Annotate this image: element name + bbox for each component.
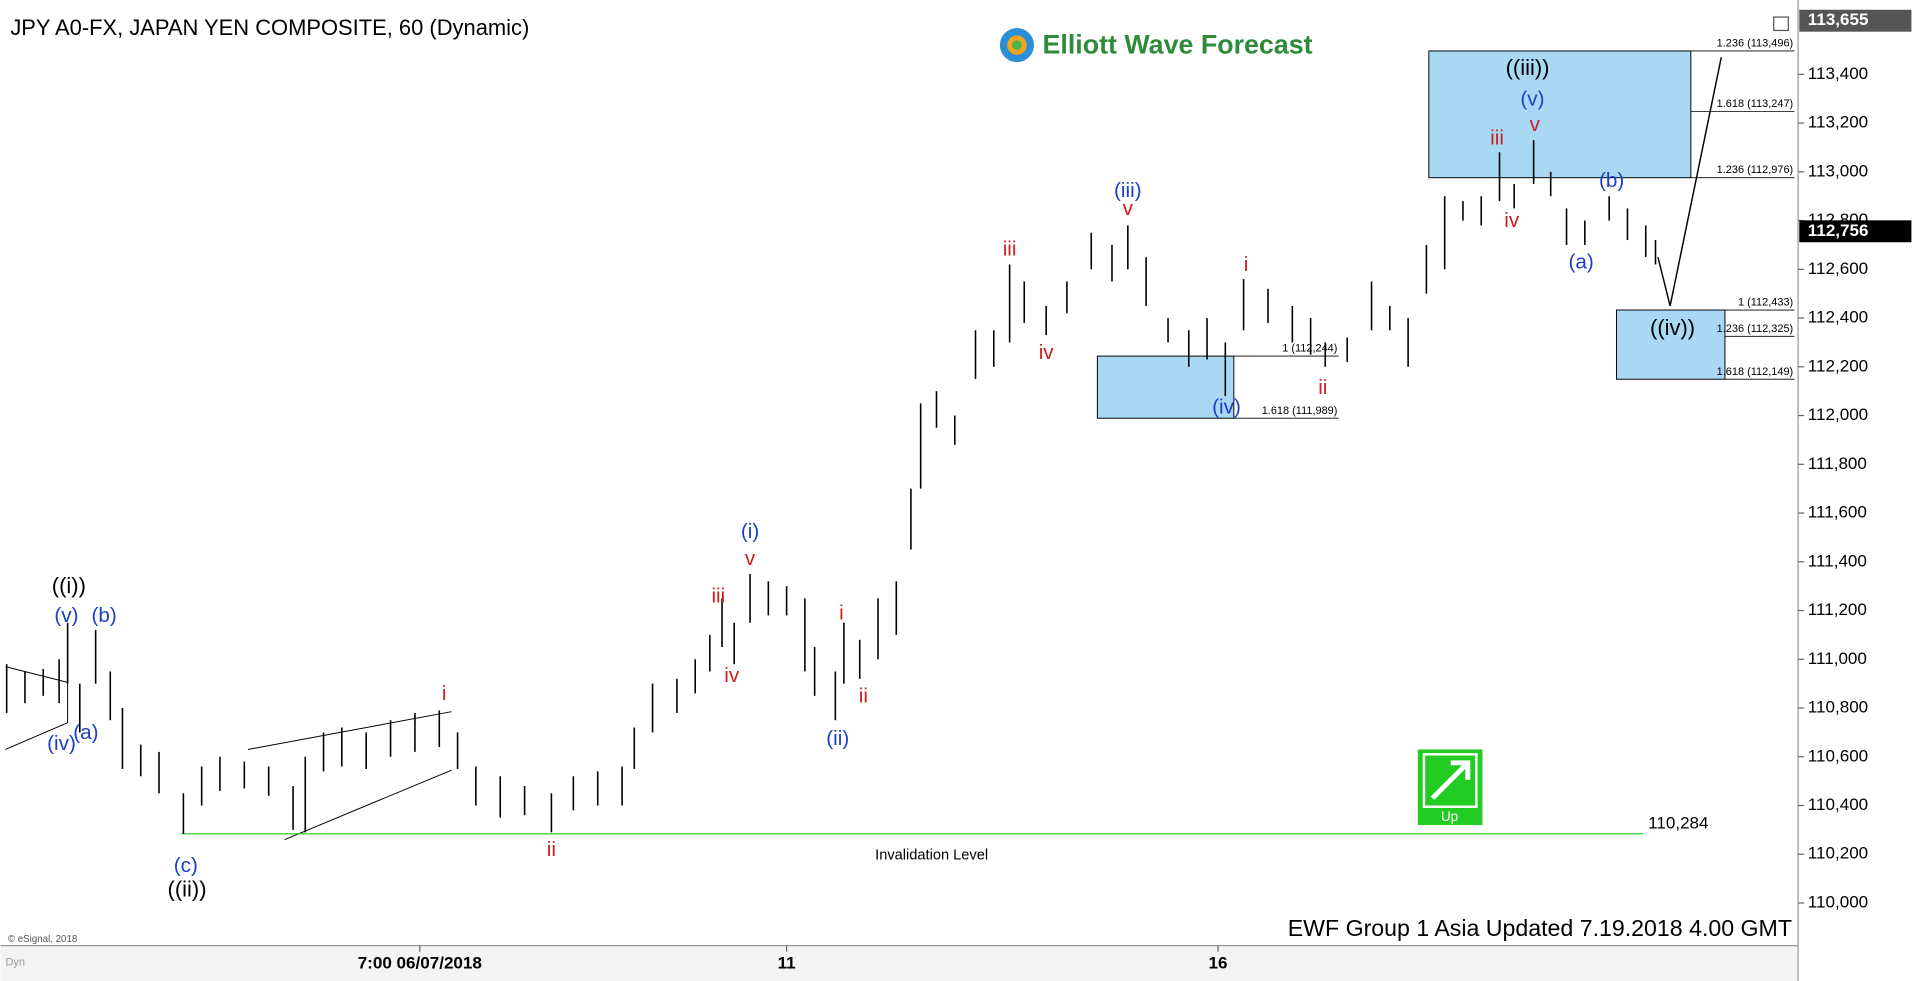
signal-arrow <box>1430 760 1471 800</box>
wave-label: ii <box>859 685 868 708</box>
copyright: © eSignal, 2018 <box>8 934 77 945</box>
y-tick-label: 112,400 <box>1808 308 1868 327</box>
signal-frame <box>1422 753 1478 808</box>
price-tag <box>1799 220 1912 243</box>
wave-label: i <box>1244 253 1249 276</box>
signal-text: Up <box>1441 809 1458 824</box>
fib-zone <box>1428 50 1692 179</box>
logo-icon <box>1012 40 1022 50</box>
y-tick-label: 111,000 <box>1808 649 1867 668</box>
x-tick-label: 16 <box>1209 953 1228 972</box>
y-tick-label: 110,400 <box>1808 795 1868 814</box>
triangle-line <box>5 666 69 750</box>
y-tick-label: 111,800 <box>1808 454 1867 473</box>
wave-label: ((i)) <box>52 573 86 598</box>
wave-label: (v) <box>54 604 78 627</box>
chart-title: JPY A0-FX, JAPAN YEN COMPOSITE, 60 (Dyna… <box>10 15 529 40</box>
wave-label: i <box>839 602 844 625</box>
y-tick-label: 110,800 <box>1808 698 1868 717</box>
price-tag <box>1799 9 1912 32</box>
wave-label: iv <box>724 664 740 687</box>
wave-label: (ii) <box>826 727 849 750</box>
window-button[interactable] <box>1773 16 1789 32</box>
y-tick-label: 111,600 <box>1808 503 1867 522</box>
wave-label: ii <box>1318 376 1327 399</box>
fib-label: 1 (112,244) <box>1282 343 1337 355</box>
wave-label: ((iv)) <box>1650 315 1695 340</box>
wave-label: iv <box>1039 341 1055 364</box>
x-tick-label: 7:00 06/07/2018 <box>358 953 482 972</box>
fib-label: 1.236 (112,325) <box>1717 323 1794 335</box>
price-tag-label: 113,655 <box>1808 10 1869 29</box>
wave-label: v <box>1530 113 1541 136</box>
wave-label: iii <box>1003 237 1017 260</box>
fib-zone <box>1616 309 1726 380</box>
x-axis-strip <box>0 945 1799 981</box>
wedge-line <box>284 769 452 841</box>
invalidation-value: 110,284 <box>1648 814 1708 833</box>
wave-label: iii <box>711 585 725 608</box>
y-tick-label: 111,400 <box>1808 551 1867 570</box>
y-tick-label: 110,000 <box>1808 893 1868 912</box>
wave-label: v <box>745 547 756 570</box>
wave-label: ii <box>547 838 556 861</box>
y-tick-label: 112,200 <box>1808 356 1868 375</box>
fib-label: 1.236 (113,496) <box>1717 38 1794 50</box>
fib-label: 1.618 (111,989) <box>1262 405 1338 417</box>
y-tick-label: 113,000 <box>1808 161 1868 180</box>
wave-label: v <box>1123 197 1134 220</box>
fib-label: 1.618 (112,149) <box>1717 366 1794 378</box>
wave-label: (iv) <box>47 732 76 755</box>
wave-label: (c) <box>174 854 198 877</box>
footer-text: EWF Group 1 Asia Updated 7.19.2018 4.00 … <box>1288 915 1792 941</box>
wave-label: (v) <box>1520 87 1544 110</box>
fib-label: 1.618 (113,247) <box>1717 98 1794 110</box>
wave-label: (b) <box>92 604 117 627</box>
y-tick-label: 113,400 <box>1808 64 1868 83</box>
y-tick-label: 110,200 <box>1808 844 1868 863</box>
wave-label: i <box>442 682 447 705</box>
y-tick-label: 110,600 <box>1808 746 1868 765</box>
corner-label: Dyn <box>5 957 24 969</box>
wave-label: (a) <box>73 721 98 744</box>
y-tick-label: 112,000 <box>1808 405 1868 424</box>
y-tick-label: 111,200 <box>1808 600 1867 619</box>
wave-label: ((iii)) <box>1506 55 1550 80</box>
logo-text: Elliott Wave Forecast <box>1043 29 1313 59</box>
wave-label: (a) <box>1569 251 1594 274</box>
fib-label: 1.236 (112,976) <box>1717 164 1794 176</box>
y-tick-label: 112,600 <box>1808 259 1868 278</box>
projection-line <box>1657 57 1723 307</box>
wave-label: iv <box>1504 209 1520 232</box>
signal-box <box>1417 749 1483 826</box>
wave-label: ((ii)) <box>168 877 207 902</box>
fib-zone <box>1096 355 1235 419</box>
wave-label: (iii) <box>1114 179 1142 202</box>
invalidation-text: Invalidation Level <box>875 848 988 864</box>
wedge-line <box>247 711 452 750</box>
wave-label: (b) <box>1599 169 1624 192</box>
price-tag-label: 112,756 <box>1808 221 1869 240</box>
wave-label: (i) <box>741 520 759 543</box>
x-tick-label: 11 <box>778 953 796 972</box>
y-tick-label: 113,200 <box>1808 113 1868 132</box>
fib-label: 1 (112,433) <box>1738 297 1793 309</box>
wave-label: iii <box>1490 126 1504 149</box>
wave-label: (iv) <box>1212 396 1241 419</box>
